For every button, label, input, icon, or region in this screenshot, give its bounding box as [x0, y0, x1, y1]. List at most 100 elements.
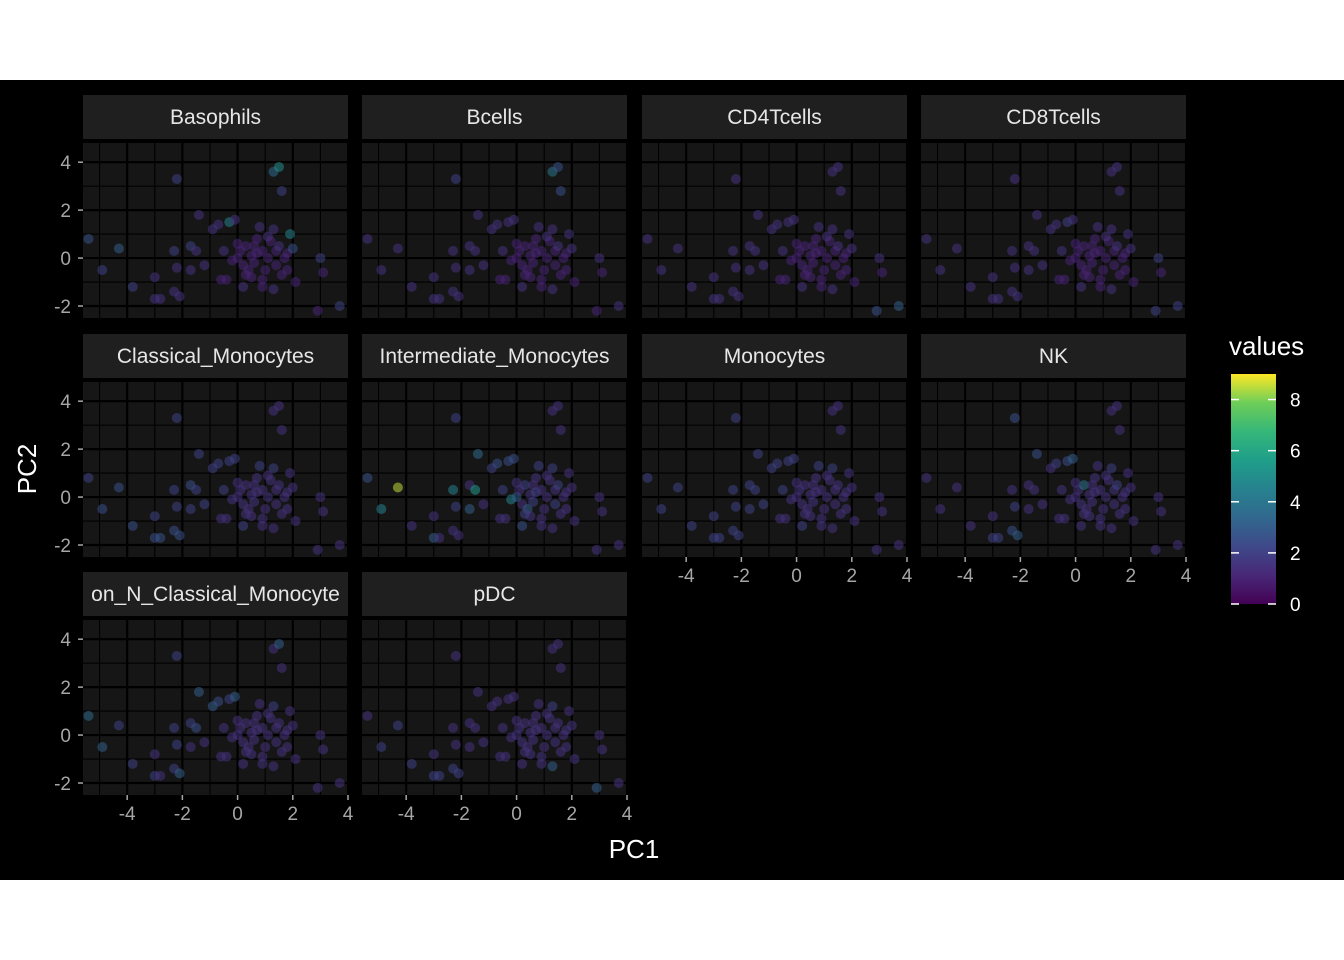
data-point: [1070, 238, 1081, 249]
data-point: [83, 710, 94, 721]
data-point: [362, 710, 373, 721]
data-point: [821, 470, 832, 481]
data-point: [257, 245, 268, 256]
data-point: [318, 506, 329, 517]
data-point: [1009, 412, 1020, 423]
data-point: [428, 749, 439, 760]
y-tick-label: -2: [54, 536, 71, 557]
data-point: [492, 219, 503, 230]
data-point: [1009, 501, 1020, 512]
data-point: [816, 245, 827, 256]
data-point: [1009, 173, 1020, 184]
data-point: [539, 742, 550, 753]
data-point: [290, 516, 301, 527]
legend-tick-label: 6: [1290, 442, 1301, 463]
data-point: [257, 484, 268, 495]
data-point: [97, 504, 108, 515]
data-point: [1128, 277, 1139, 288]
data-point: [1076, 520, 1087, 531]
data-point: [799, 241, 810, 252]
data-point: [334, 301, 345, 312]
data-point: [656, 504, 667, 515]
data-point: [819, 265, 830, 276]
data-point: [262, 470, 273, 481]
facet-strip: [83, 572, 348, 616]
data-point: [797, 520, 808, 531]
data-point: [539, 265, 550, 276]
data-point: [1070, 477, 1081, 488]
data-point: [268, 701, 279, 712]
data-point: [1029, 484, 1040, 495]
data-point: [1156, 506, 1167, 517]
data-point: [1128, 516, 1139, 527]
facet-title: Basophils: [170, 106, 261, 129]
data-point: [273, 718, 284, 729]
data-point: [1106, 523, 1117, 534]
data-point: [987, 511, 998, 522]
data-point: [1056, 484, 1067, 495]
data-point: [1111, 480, 1122, 491]
data-point: [1095, 281, 1106, 292]
data-point: [376, 265, 387, 276]
data-point: [149, 749, 160, 760]
data-point: [257, 722, 268, 733]
data-point: [1098, 265, 1109, 276]
data-point: [714, 293, 725, 304]
data-point: [464, 265, 475, 276]
data-point: [232, 715, 243, 726]
data-point: [1023, 265, 1034, 276]
data-point: [221, 751, 232, 762]
x-tick-label: 4: [1181, 566, 1192, 587]
data-point: [827, 523, 838, 534]
data-point: [1114, 185, 1125, 196]
data-point: [1007, 484, 1018, 495]
data-point: [155, 293, 166, 304]
facet-strip: [83, 334, 348, 378]
data-point: [464, 742, 475, 753]
data-point: [816, 274, 827, 285]
x-tick-label: 0: [1070, 566, 1081, 587]
data-point: [1153, 492, 1164, 503]
data-point: [569, 754, 580, 765]
data-point: [262, 253, 273, 264]
data-point: [816, 484, 827, 495]
data-point: [229, 214, 240, 225]
x-tick-label: -4: [957, 566, 974, 587]
data-point: [1095, 245, 1106, 256]
data-point: [1153, 253, 1164, 264]
data-point: [541, 231, 552, 242]
data-point: [282, 504, 293, 515]
data-point: [528, 734, 539, 745]
data-point: [262, 231, 273, 242]
data-point: [519, 718, 530, 729]
data-point: [290, 754, 301, 765]
y-tick-label: 4: [60, 153, 71, 174]
data-point: [561, 742, 572, 753]
data-point: [597, 267, 608, 278]
facet-title: on_N_Classical_Monocyte: [91, 583, 340, 606]
data-point: [257, 513, 268, 524]
data-point: [758, 260, 769, 271]
data-point: [279, 492, 290, 503]
data-point: [832, 161, 843, 172]
data-point: [511, 238, 522, 249]
data-point: [708, 511, 719, 522]
points-layer: [642, 400, 904, 555]
data-point: [472, 448, 483, 459]
data-point: [434, 770, 445, 781]
data-point: [752, 209, 763, 220]
data-point: [799, 269, 810, 280]
data-point: [591, 782, 602, 793]
data-point: [240, 480, 251, 491]
data-point: [497, 245, 508, 256]
x-tick-label: 2: [1126, 566, 1137, 587]
data-point: [728, 484, 739, 495]
data-point: [257, 281, 268, 292]
data-point: [1117, 253, 1128, 264]
data-point: [552, 480, 563, 491]
x-tick-label: -4: [119, 804, 136, 825]
data-point: [536, 513, 547, 524]
y-tick-label: -2: [54, 774, 71, 795]
data-point: [450, 501, 461, 512]
data-point: [846, 243, 857, 254]
